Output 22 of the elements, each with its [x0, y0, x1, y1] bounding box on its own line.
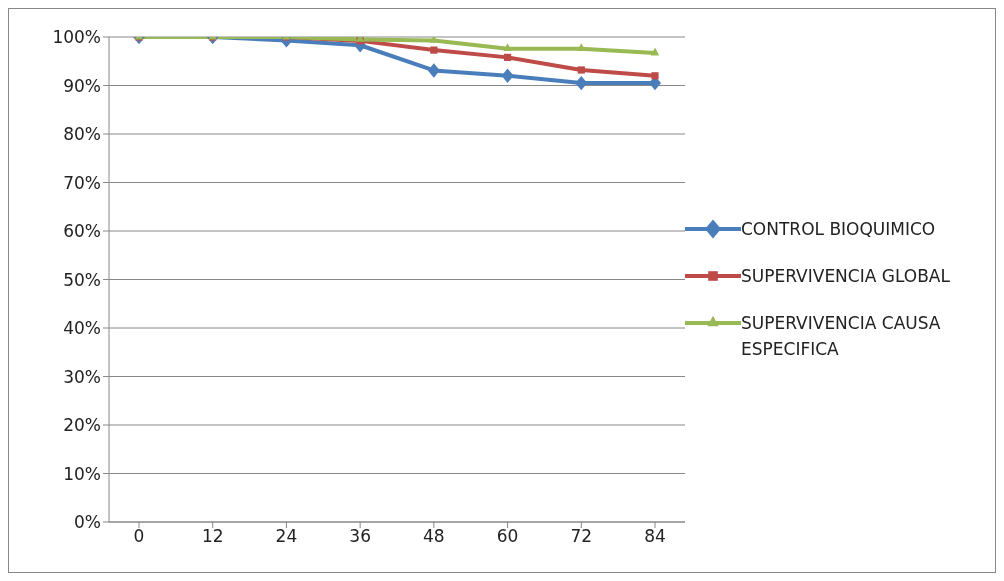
y-tick-label: 100% — [52, 27, 101, 48]
x-tick-label: 72 — [570, 526, 593, 547]
legend-label: SUPERVIVENCIA GLOBAL — [741, 265, 951, 288]
y-tick-label: 10% — [63, 463, 101, 484]
x-tick-label: 48 — [423, 526, 445, 547]
x-tick-label: 60 — [496, 526, 519, 547]
y-tick-label: 80% — [63, 124, 101, 145]
y-tick-label: 30% — [63, 366, 101, 387]
x-tick-label: 84 — [644, 526, 666, 547]
y-tick-label: 90% — [63, 75, 101, 96]
legend-label: CONTROL BIOQUIMICO — [741, 218, 937, 241]
legend-label: SUPERVIVENCIA CAUSA ESPECIFICA — [741, 312, 942, 361]
x-tick-label: 24 — [275, 526, 298, 547]
y-tick-label: 50% — [63, 269, 101, 290]
y-tick-label: 70% — [63, 172, 101, 193]
x-tick-label: 36 — [349, 526, 371, 547]
y-tick-label: 0% — [74, 512, 101, 533]
x-tick-label: 12 — [201, 526, 224, 547]
x-tick-label: 0 — [133, 526, 145, 547]
y-tick-label: 40% — [63, 318, 101, 339]
y-tick-label: 60% — [63, 221, 101, 242]
y-tick-label: 20% — [63, 415, 101, 436]
